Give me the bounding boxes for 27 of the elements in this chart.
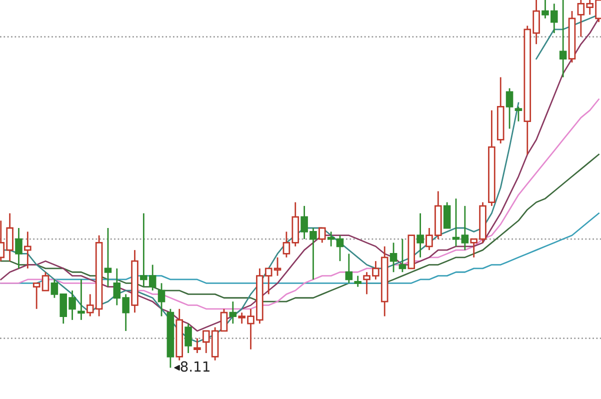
- candlestick: [559, 0, 567, 78]
- candlestick: [220, 308, 228, 332]
- candlestick: [461, 205, 469, 251]
- candlestick: [24, 230, 32, 270]
- candlestick: [452, 198, 460, 248]
- candlestick: [345, 253, 353, 284]
- candlestick: [514, 106, 522, 122]
- candlestick: [184, 322, 192, 354]
- candlestick: [32, 282, 40, 310]
- annotation: 8.11: [180, 361, 210, 372]
- candlestick: [398, 238, 406, 273]
- candlestick: [416, 212, 424, 258]
- candlestick: [506, 88, 514, 130]
- candlestick: [336, 234, 344, 262]
- candlestick: [443, 202, 451, 229]
- candlestick: [274, 256, 282, 276]
- candlestick: [104, 227, 112, 288]
- candlestick: [318, 227, 326, 244]
- candlestick: [158, 282, 166, 317]
- candlestick: [229, 300, 237, 324]
- candlestick: [42, 271, 50, 292]
- candlestick: [354, 275, 362, 288]
- candlestick: [78, 278, 85, 321]
- candlestick: [327, 230, 335, 248]
- candlestick: [15, 227, 22, 270]
- candlestick: [390, 242, 398, 273]
- candlestick: [194, 338, 201, 354]
